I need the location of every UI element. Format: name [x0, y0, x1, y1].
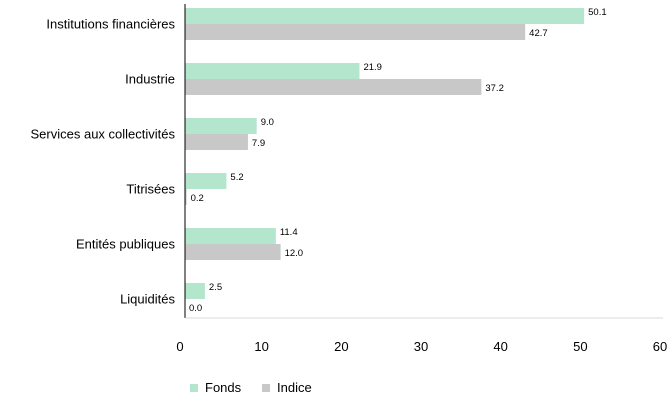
data-label-fonds: 21.9 [363, 62, 382, 73]
bar-indice [185, 24, 526, 40]
bar-fonds [185, 63, 360, 79]
x-tick-label: 60 [653, 339, 667, 354]
x-tick-label: 0 [176, 339, 183, 354]
category-label: Liquidités [120, 292, 175, 307]
data-label-indice: 37.2 [485, 83, 504, 94]
bar-fonds [185, 283, 205, 299]
legend-label-fonds: Fonds [205, 380, 242, 395]
category-label: Services aux collectivités [31, 127, 176, 142]
category-label: Titrisées [126, 182, 175, 197]
bar-indice [185, 79, 482, 95]
bar-fonds [185, 118, 257, 134]
category-label: Industrie [125, 72, 175, 87]
legend-swatch-fonds [190, 384, 198, 392]
data-label-fonds: 2.5 [209, 282, 222, 293]
legend-label-indice: Indice [277, 380, 312, 395]
x-tick-label: 10 [254, 339, 268, 354]
x-tick-label: 30 [414, 339, 428, 354]
bar-fonds [185, 173, 227, 189]
legend: Fonds Indice [190, 380, 312, 395]
category-label: Entités publiques [76, 237, 176, 252]
x-tick-label: 50 [573, 339, 587, 354]
bar-fonds [185, 8, 585, 24]
x-tick-label: 40 [493, 339, 507, 354]
data-label-fonds: 11.4 [280, 227, 298, 238]
data-label-indice: 12.0 [285, 248, 304, 259]
bar-indice [185, 244, 281, 260]
data-label-indice: 7.9 [252, 138, 265, 149]
data-label-fonds: 5.2 [230, 172, 243, 183]
data-label-indice: 42.7 [529, 28, 548, 39]
bar-indice [185, 189, 187, 205]
data-label-fonds: 50.1 [588, 7, 607, 18]
data-label-indice: 0.2 [191, 193, 204, 204]
bar-fonds [185, 228, 276, 244]
data-label-fonds: 9.0 [261, 117, 274, 128]
axis-group: 0 10 20 30 40 50 60 [176, 4, 667, 354]
x-tick-label: 20 [334, 339, 348, 354]
category-label: Institutions financières [46, 17, 175, 32]
legend-swatch-indice [262, 384, 270, 392]
bars-group: Institutions financières 50.1 42.7 Industri… [31, 7, 607, 314]
bar-indice [185, 134, 248, 150]
data-label-indice: 0.0 [189, 303, 202, 314]
